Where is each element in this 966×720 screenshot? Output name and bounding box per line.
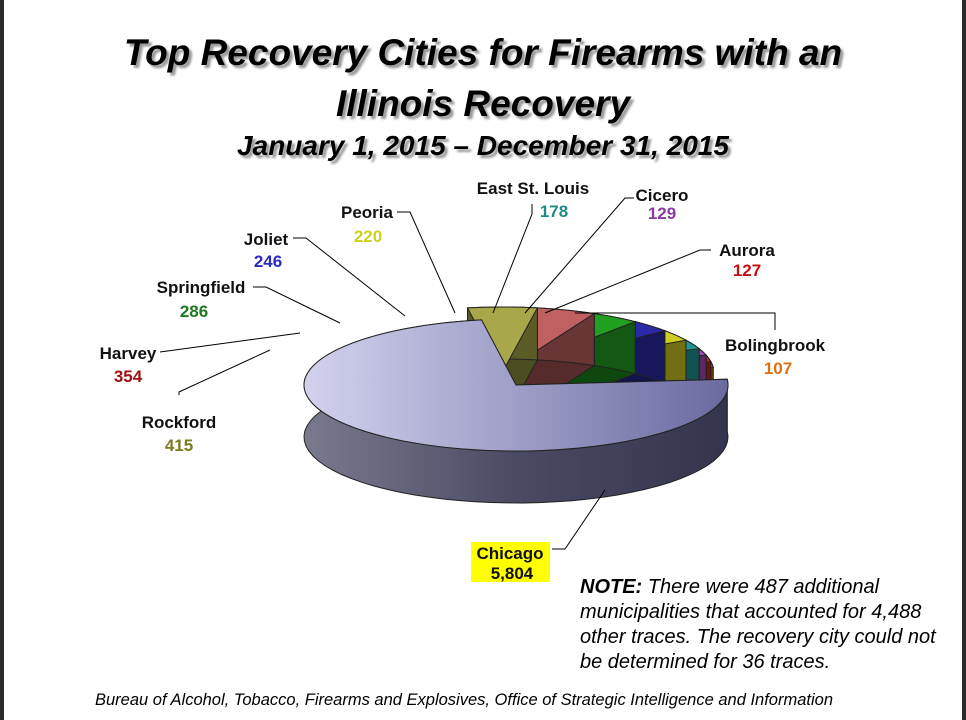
leader-rockford xyxy=(178,349,271,395)
label-rockford: Rockford xyxy=(142,413,217,432)
chicago-highlight xyxy=(471,542,550,582)
value-peoria: 220 xyxy=(354,227,382,246)
note-text: NOTE: There were 487 additional municipa… xyxy=(580,575,960,675)
source-credit: Bureau of Alcohol, Tobacco, Firearms and… xyxy=(95,691,833,709)
label-east-st-louis: East St. Louis xyxy=(477,179,589,198)
label-chicago: Chicago xyxy=(476,544,543,563)
label-harvey: Harvey xyxy=(100,344,157,363)
leader-bolingbrook xyxy=(575,312,776,330)
leader-harvey xyxy=(159,332,301,353)
chart-subtitle: January 1, 2015 – December 31, 2015 xyxy=(237,130,729,161)
leader-east-st-louis xyxy=(492,204,533,314)
value-east-st-louis: 178 xyxy=(540,202,568,221)
label-peoria: Peoria xyxy=(341,203,394,222)
leader-cicero xyxy=(524,197,634,314)
value-aurora: 127 xyxy=(733,261,761,280)
note-label: NOTE: xyxy=(580,576,643,598)
leader-springfield xyxy=(253,286,341,324)
value-cicero: 129 xyxy=(648,204,676,223)
slice-top xyxy=(303,319,729,452)
label-joliet: Joliet xyxy=(244,230,289,249)
leader-chicago xyxy=(552,489,606,550)
slice-chicago xyxy=(303,319,729,504)
value-chicago: 5,804 xyxy=(491,564,534,583)
leader-peoria xyxy=(397,211,456,314)
label-aurora: Aurora xyxy=(719,241,775,260)
label-bolingbrook: Bolingbrook xyxy=(725,336,826,355)
value-joliet: 246 xyxy=(254,252,282,271)
leader-joliet xyxy=(293,237,406,317)
label-cicero: Cicero xyxy=(636,186,689,205)
value-springfield: 286 xyxy=(180,302,208,321)
value-bolingbrook: 107 xyxy=(764,359,792,378)
note-body: There were 487 additional municipalities… xyxy=(580,576,936,673)
frame-left-border xyxy=(0,0,4,720)
leader-aurora xyxy=(544,249,711,314)
value-harvey: 354 xyxy=(114,367,143,386)
frame-right-border xyxy=(962,0,966,720)
chart-title-line2: Illinois Recovery xyxy=(335,83,631,124)
label-springfield: Springfield xyxy=(157,278,246,297)
chart-title-line1: Top Recovery Cities for Firearms with an xyxy=(123,32,843,73)
slice-top xyxy=(466,306,539,375)
value-rockford: 415 xyxy=(165,436,193,455)
